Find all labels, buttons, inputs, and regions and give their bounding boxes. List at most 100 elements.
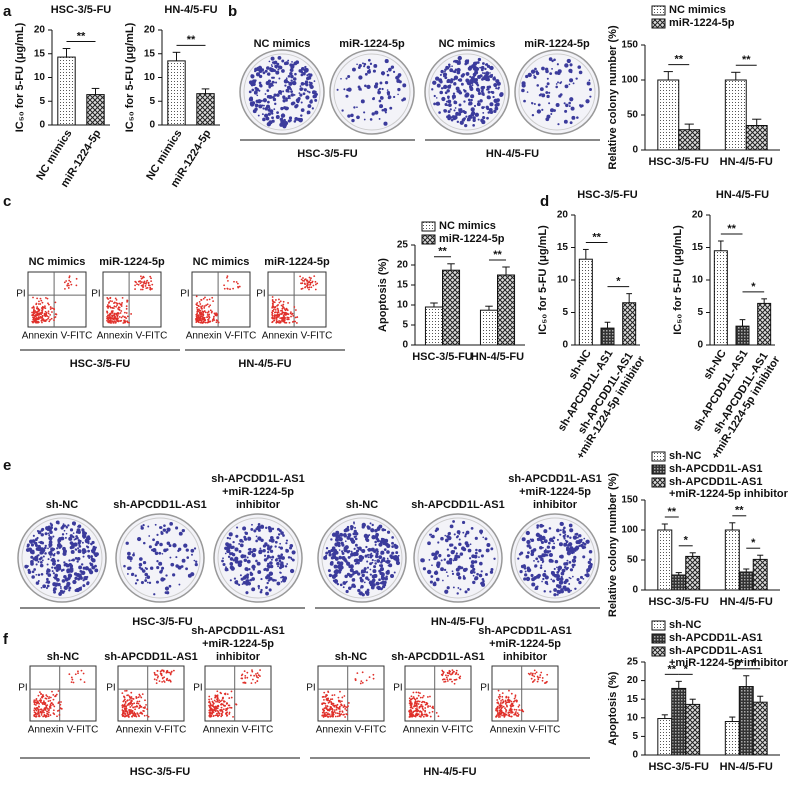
- colony: [56, 582, 58, 585]
- event: [131, 715, 133, 718]
- colony: [266, 544, 270, 548]
- colony: [476, 572, 479, 576]
- colony: [482, 579, 485, 583]
- event: [133, 702, 136, 705]
- colony: [580, 104, 584, 108]
- colony: [391, 541, 394, 545]
- error-bar: [663, 71, 673, 80]
- event: [501, 695, 504, 698]
- event: [161, 677, 164, 680]
- y-tick-label: 0: [632, 750, 638, 761]
- colony: [251, 564, 256, 570]
- event: [67, 282, 70, 285]
- event: [106, 304, 109, 306]
- axis-label: Annexin V-FITC: [403, 725, 474, 736]
- error-bar: [743, 675, 750, 687]
- colony: [575, 77, 578, 80]
- colony: [556, 63, 559, 66]
- event: [448, 672, 451, 675]
- colony: [355, 532, 359, 536]
- event: [197, 304, 200, 307]
- event: [503, 716, 506, 718]
- colony: [539, 545, 543, 550]
- event: [409, 706, 412, 709]
- colony: [279, 122, 284, 127]
- event: [499, 712, 501, 715]
- colony: [395, 551, 399, 555]
- colony: [239, 574, 242, 577]
- event: [501, 698, 504, 701]
- event: [500, 699, 502, 702]
- error-bar: [689, 552, 696, 557]
- colony: [267, 100, 270, 104]
- colony: [78, 565, 83, 570]
- event: [37, 307, 40, 310]
- event: [271, 299, 274, 301]
- event: [200, 307, 203, 310]
- event: [47, 312, 50, 315]
- colony: [521, 537, 526, 542]
- event: [288, 321, 291, 324]
- y-tick-label: 20: [34, 25, 46, 36]
- colony: [388, 67, 392, 72]
- colony: [277, 55, 282, 60]
- event: [328, 713, 331, 716]
- event: [221, 703, 224, 706]
- colony: [90, 542, 93, 545]
- colony: [548, 102, 551, 105]
- colony: [61, 590, 65, 594]
- colony: [277, 565, 280, 568]
- colony: [52, 535, 55, 538]
- event: [314, 283, 317, 286]
- colony: [444, 70, 446, 73]
- colony: [445, 65, 450, 70]
- colony: [268, 84, 271, 88]
- colony: [557, 565, 563, 570]
- colony: [32, 539, 35, 543]
- colony: [229, 557, 234, 561]
- colony: [91, 558, 96, 563]
- colony: [576, 536, 579, 539]
- colony: [486, 64, 491, 68]
- event: [229, 288, 231, 291]
- colony: [568, 105, 571, 107]
- colony: [282, 124, 287, 129]
- colony: [306, 90, 309, 93]
- colony: [457, 555, 461, 559]
- colony: [74, 556, 78, 560]
- colony: [452, 70, 455, 73]
- event: [510, 703, 513, 706]
- colony: [77, 525, 79, 528]
- event: [273, 314, 276, 316]
- colony: [544, 67, 549, 71]
- y-tick-label: 10: [692, 275, 704, 286]
- y-tick-label: 0: [562, 340, 568, 351]
- event: [217, 697, 219, 700]
- event: [501, 714, 503, 717]
- event: [213, 319, 216, 321]
- event: [429, 705, 432, 708]
- colony: [233, 577, 237, 580]
- colony: [275, 70, 280, 75]
- event: [282, 303, 285, 306]
- event: [202, 320, 205, 323]
- colony: [164, 586, 170, 591]
- colony: [483, 106, 485, 109]
- event: [336, 712, 339, 715]
- colony: [146, 575, 151, 579]
- colony: [49, 522, 52, 525]
- colony: [270, 112, 274, 115]
- colony: [446, 535, 449, 538]
- colony: [86, 575, 89, 579]
- colony: [353, 558, 358, 563]
- colony: [347, 74, 351, 79]
- colony: [366, 571, 369, 574]
- event: [32, 305, 35, 308]
- colony: [360, 569, 365, 574]
- colony: [391, 551, 395, 555]
- event: [125, 689, 128, 692]
- event: [299, 275, 302, 278]
- event: [155, 682, 158, 685]
- event: [162, 669, 165, 672]
- event: [39, 701, 42, 704]
